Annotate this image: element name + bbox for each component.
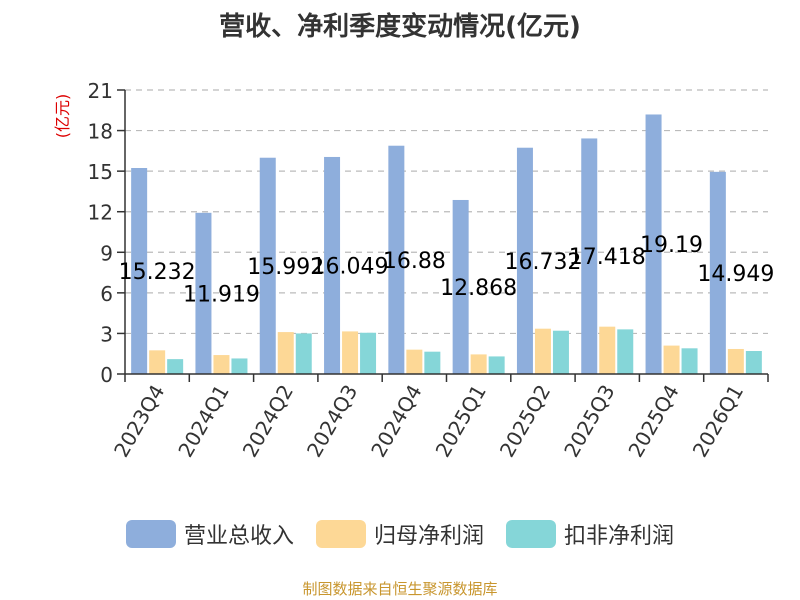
x-tick-label: 2026Q1 xyxy=(688,381,748,462)
bar-revenue[interactable] xyxy=(131,168,148,374)
legend-swatch-deducted-profit xyxy=(506,520,556,548)
bar-net-profit[interactable] xyxy=(277,332,294,374)
chart-title: 营收、净利季度变动情况(亿元) xyxy=(219,12,581,42)
data-label: 15.992 xyxy=(247,255,324,280)
y-tick-label: 3 xyxy=(100,322,113,346)
x-tick-label: 2023Q4 xyxy=(109,381,169,462)
bar-revenue[interactable] xyxy=(195,212,212,374)
legend-item-net-profit[interactable]: 归母净利润 xyxy=(315,518,484,550)
bar-revenue[interactable] xyxy=(645,114,662,375)
bar-deducted-profit[interactable] xyxy=(360,332,377,374)
y-tick-label: 12 xyxy=(88,201,113,225)
bar-net-profit[interactable] xyxy=(149,350,166,374)
x-tick-label: 2024Q4 xyxy=(366,381,426,462)
bar-deducted-profit[interactable] xyxy=(488,356,505,374)
bar-net-profit[interactable] xyxy=(213,355,230,374)
y-tick-label: 9 xyxy=(100,241,113,265)
data-labels: 15.23211.91915.99216.04916.8812.86816.73… xyxy=(119,233,775,307)
legend-label-net-profit: 归母净利润 xyxy=(373,524,484,549)
data-label: 19.19 xyxy=(640,233,703,258)
bar-deducted-profit[interactable] xyxy=(552,330,569,374)
bar-net-profit[interactable] xyxy=(663,345,680,374)
x-tick-label: 2025Q1 xyxy=(431,381,491,462)
x-tick-label: 2025Q4 xyxy=(623,381,683,462)
bar-deducted-profit[interactable] xyxy=(167,359,184,374)
bar-net-profit[interactable] xyxy=(470,354,487,374)
data-label: 16.88 xyxy=(383,249,446,274)
bar-revenue[interactable] xyxy=(452,199,469,374)
data-label: 14.949 xyxy=(697,262,774,287)
data-label: 16.732 xyxy=(504,250,581,275)
x-tick-label: 2025Q3 xyxy=(559,381,619,462)
x-tick-label: 2024Q3 xyxy=(302,381,362,462)
data-label: 12.868 xyxy=(440,276,517,301)
x-tick-label: 2024Q1 xyxy=(173,381,233,462)
y-tick-label: 21 xyxy=(88,79,113,103)
bar-deducted-profit[interactable] xyxy=(295,333,312,374)
y-tick-label: 18 xyxy=(88,120,113,144)
legend-item-revenue[interactable]: 营业总收入 xyxy=(125,518,294,550)
bar-revenue[interactable] xyxy=(516,147,533,374)
bar-net-profit[interactable] xyxy=(342,331,359,374)
bar-deducted-profit[interactable] xyxy=(745,351,762,374)
legend: 营业总收入 归母净利润 扣非净利润 xyxy=(0,516,800,552)
legend-item-deducted-profit[interactable]: 扣非净利润 xyxy=(506,518,674,550)
legend-label-revenue: 营业总收入 xyxy=(183,524,294,549)
data-label: 17.418 xyxy=(569,245,646,270)
bar-net-profit[interactable] xyxy=(727,348,744,374)
legend-swatch-revenue xyxy=(125,520,176,548)
bar-net-profit[interactable] xyxy=(534,328,551,374)
bars xyxy=(131,114,762,375)
bar-net-profit[interactable] xyxy=(406,349,423,374)
bar-revenue[interactable] xyxy=(259,157,276,374)
y-tick-label: 6 xyxy=(100,282,113,306)
data-label: 11.919 xyxy=(183,282,260,307)
source-note: 制图数据来自恒生聚源数据库 xyxy=(302,580,498,598)
bar-revenue[interactable] xyxy=(324,156,341,374)
legend-label-deducted-profit: 扣非净利润 xyxy=(564,524,675,549)
x-tick-label: 2024Q2 xyxy=(238,381,298,462)
data-label: 15.232 xyxy=(119,260,196,285)
bar-deducted-profit[interactable] xyxy=(424,351,441,374)
bar-net-profit[interactable] xyxy=(599,326,616,374)
bar-deducted-profit[interactable] xyxy=(231,358,248,374)
y-tick-label: 0 xyxy=(100,363,113,387)
legend-swatch-net-profit xyxy=(315,520,366,548)
y-axis-label: (亿元) xyxy=(53,94,72,139)
y-tick-label: 15 xyxy=(88,160,113,184)
bar-revenue[interactable] xyxy=(388,145,405,374)
x-tick-label: 2025Q2 xyxy=(495,381,555,462)
data-label: 16.049 xyxy=(312,254,389,279)
bar-revenue[interactable] xyxy=(709,171,726,374)
bar-deducted-profit[interactable] xyxy=(681,348,698,374)
grid-lines xyxy=(125,89,768,335)
bar-deducted-profit[interactable] xyxy=(617,329,634,374)
bar-revenue[interactable] xyxy=(581,138,598,374)
